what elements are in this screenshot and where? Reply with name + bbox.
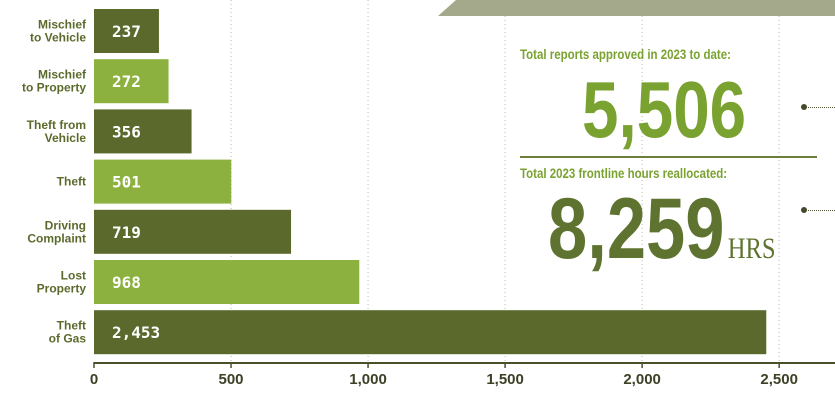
category-label: to Property [22,81,86,95]
bar-value-label: 2,453 [112,323,160,342]
bar-value-label: 501 [112,173,141,192]
x-tick-label: 1,000 [349,371,387,388]
category-label: Complaint [27,231,86,245]
stats-divider [520,156,817,158]
bar-value-label: 237 [112,22,141,41]
bar [94,310,767,355]
hours-unit: HRS [727,232,776,265]
reports-caption: Total reports approved in 2023 to date: [520,46,731,62]
category-label: Lost [61,269,86,283]
hours-number: 8,259 [548,181,725,277]
reports-connector-line [808,107,835,108]
bar [94,260,360,304]
bar-value-label: 719 [112,223,141,242]
category-label: Mischief [38,68,87,82]
bar [94,159,232,204]
x-tick-label: 0 [90,371,98,388]
category-label: Property [37,282,87,296]
bar-value-label: 356 [112,122,141,141]
x-tick-label: 2,000 [623,371,661,388]
x-tick-label: 2,500 [760,371,798,388]
hours-connector-line [808,210,835,211]
bar-value-label: 272 [112,72,141,91]
hours-caption: Total 2023 frontline hours reallocated: [520,165,728,181]
hours-connector-dot [801,207,807,213]
reports-value: 5,506 [582,65,747,154]
category-label: Mischief [38,18,87,32]
bar [94,109,192,154]
bar [94,9,159,53]
category-label: to Vehicle [30,31,86,45]
reports-connector-dot [801,104,807,110]
category-label: Driving [45,218,86,232]
bar [94,209,292,254]
category-label: Theft from [27,118,86,132]
hours-value: 8,259 HRS [548,186,776,272]
bar [94,59,169,104]
category-label: Theft [57,319,86,333]
header-banner [438,0,835,16]
bar-value-label: 968 [112,273,141,292]
x-tick-label: 500 [219,371,244,388]
x-tick-label: 1,500 [486,371,524,388]
category-label: Theft [57,175,86,189]
category-label: of Gas [49,332,87,346]
category-label: Vehicle [45,131,87,145]
header-banner-shape [438,0,835,16]
